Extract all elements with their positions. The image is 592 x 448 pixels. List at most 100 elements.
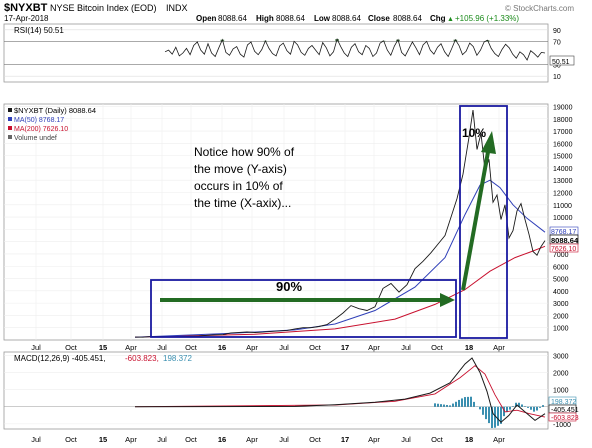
price-tick-label: 10000 bbox=[553, 215, 573, 222]
price-tick-label: 1000 bbox=[553, 326, 569, 333]
macd-hist-bar bbox=[536, 406, 538, 411]
macd-hist-bar bbox=[500, 406, 502, 424]
box-90-percent bbox=[150, 279, 457, 338]
macd-hist-bar bbox=[488, 406, 490, 424]
legend-swatch-ma200 bbox=[8, 126, 12, 130]
ohlc-chg-label: Chg bbox=[430, 14, 446, 23]
price-tick-label: 3000 bbox=[553, 301, 569, 308]
ma200-line bbox=[134, 245, 546, 338]
x-tick-label: 15 bbox=[99, 435, 107, 444]
price-legend: $NYXBT (Daily) 8088.64 MA(50) 8768.17 MA… bbox=[8, 106, 96, 142]
macd-hist-bar bbox=[434, 403, 436, 407]
macd-tick-label: 2000 bbox=[553, 371, 569, 378]
price-tick-label: 12000 bbox=[553, 191, 573, 198]
macd-hist-bar bbox=[521, 404, 523, 407]
macd-hist-bar bbox=[437, 403, 439, 407]
x-tick-label: 17 bbox=[341, 435, 349, 444]
legend-swatch-volume bbox=[8, 135, 12, 139]
macd-hist-bar bbox=[470, 396, 472, 407]
x-tick-label: Oct bbox=[65, 343, 78, 352]
macd-hist-bar bbox=[515, 402, 517, 407]
macd-hist-bar bbox=[539, 406, 541, 408]
price-tick-label: 2000 bbox=[553, 313, 569, 320]
price-tick-label: 19000 bbox=[553, 104, 573, 111]
price-tick-label: 5000 bbox=[553, 277, 569, 284]
x-tick-label: Jul bbox=[401, 343, 411, 352]
x-tick-label: Jul bbox=[157, 343, 167, 352]
label-90-percent: 90% bbox=[276, 279, 302, 294]
macd-hist-bar bbox=[494, 406, 496, 428]
label-10-percent: 10% bbox=[462, 126, 486, 140]
annotation-text-line-1: Notice how 90% of bbox=[194, 145, 295, 159]
legend-price: $NYXBT (Daily) 8088.64 bbox=[14, 106, 96, 115]
x-tick-label: Apr bbox=[125, 435, 137, 444]
x-tick-label: Oct bbox=[185, 435, 198, 444]
annotation-text-line-3: occurs in 10% of bbox=[194, 179, 283, 193]
ma50-line bbox=[134, 179, 546, 338]
macd-hist-bar bbox=[527, 406, 529, 408]
macd-hist-badge: 198.372 bbox=[551, 399, 576, 406]
macd-hist-bar bbox=[509, 406, 511, 410]
x-tick-label: Apr bbox=[493, 343, 505, 352]
x-tick-label: Oct bbox=[65, 435, 78, 444]
x-tick-label: 17 bbox=[341, 343, 349, 352]
up-arrow-icon: ▲ bbox=[447, 16, 454, 23]
macd-signal-line bbox=[134, 365, 546, 418]
macd-hist-bar bbox=[446, 404, 448, 407]
rsi-tick-label: 70 bbox=[553, 39, 561, 46]
price-tick-label: 18000 bbox=[553, 117, 573, 124]
arrow-90-head bbox=[440, 293, 455, 307]
x-tick-label: Oct bbox=[309, 435, 322, 444]
x-tick-label: Oct bbox=[185, 343, 198, 352]
ohlc-high-label: High bbox=[256, 14, 274, 23]
x-tick-label: 16 bbox=[218, 343, 226, 352]
ma50-badge: 8768.17 bbox=[551, 229, 576, 236]
macd-hist-bar bbox=[461, 398, 463, 407]
exchange: INDX bbox=[166, 3, 188, 13]
x-tick-label: 18 bbox=[465, 435, 473, 444]
price-tick-label: 14000 bbox=[553, 166, 573, 173]
rsi-tick-label: 30 bbox=[553, 63, 561, 70]
rsi-tick-label: 10 bbox=[553, 74, 561, 81]
rsi-label: RSI(14) 50.51 bbox=[14, 26, 64, 35]
legend-swatch-ma50 bbox=[8, 117, 12, 121]
macd-hist-bar bbox=[464, 397, 466, 407]
macd-tick-label: -1000 bbox=[553, 422, 571, 429]
macd-hist-bar bbox=[482, 406, 484, 415]
price-tick-label: 17000 bbox=[553, 129, 573, 136]
x-tick-label: 15 bbox=[99, 343, 107, 352]
macd-signal-badge: -603.823 bbox=[551, 415, 579, 422]
ohlc-open: 8088.64 bbox=[218, 14, 247, 23]
x-tick-label: Apr bbox=[368, 435, 380, 444]
ohlc-open-label: Open bbox=[196, 14, 217, 23]
macd-signal-badge-box bbox=[548, 412, 577, 422]
close-badge: 8088.64 bbox=[551, 236, 579, 245]
macd-hist-bar bbox=[455, 401, 457, 407]
price-line bbox=[134, 110, 546, 338]
rsi-badge: 50.51 bbox=[552, 59, 570, 66]
macd-hist-label: 198.372 bbox=[163, 354, 192, 363]
rsi-badge-box bbox=[549, 55, 575, 66]
x-tick-label: Oct bbox=[431, 435, 444, 444]
macd-tick-label: 3000 bbox=[553, 353, 569, 360]
x-tick-label: Jul bbox=[279, 435, 289, 444]
rsi-axis: 90 70 30 10 bbox=[553, 28, 561, 81]
macd-hist-bar bbox=[449, 405, 451, 407]
x-tick-label: Apr bbox=[246, 435, 258, 444]
legend-swatch-price bbox=[8, 108, 12, 112]
macd-hist-bar bbox=[485, 406, 487, 420]
macd-hist-bar bbox=[452, 403, 454, 407]
x-tick-label: Jul bbox=[279, 343, 289, 352]
x-tick-label: Jul bbox=[157, 435, 167, 444]
macd-panel bbox=[3, 351, 549, 430]
x-tick-label: Apr bbox=[246, 343, 258, 352]
symbol: $NYXBT bbox=[4, 2, 48, 14]
annotation-text-line-2: the move (Y-axis) bbox=[194, 162, 287, 176]
price-tick-label: 16000 bbox=[553, 141, 573, 148]
macd-hist-bar bbox=[518, 402, 520, 407]
x-tick-label: Jul bbox=[31, 343, 41, 352]
x-tick-label: Apr bbox=[125, 343, 137, 352]
macd-hist-bar bbox=[533, 406, 535, 412]
ma200-badge: 7626.10 bbox=[551, 246, 576, 253]
